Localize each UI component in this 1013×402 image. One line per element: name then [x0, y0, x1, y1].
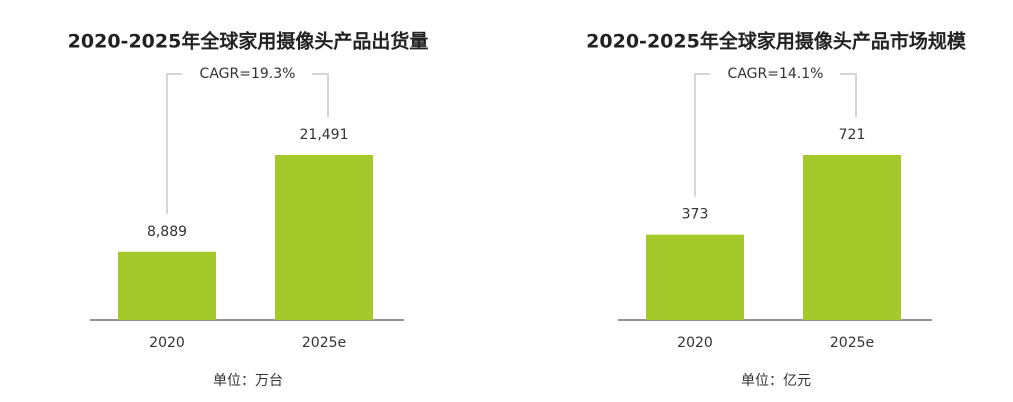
unit-note: 单位：亿元 [741, 373, 811, 389]
bar [646, 234, 744, 320]
x-tick-label: 2025e [830, 335, 874, 351]
unit-note: 单位：万台 [213, 373, 283, 389]
bar [803, 155, 901, 320]
cagr-bracket [840, 73, 857, 117]
value-label: 21,491 [300, 127, 349, 143]
cagr-bracket [312, 73, 329, 117]
x-tick-label: 2025e [302, 335, 346, 351]
value-label: 8,889 [147, 224, 187, 240]
cagr-annotation: CAGR=19.3% [200, 66, 296, 82]
bar [118, 251, 216, 320]
cagr-annotation: CAGR=14.1% [728, 66, 824, 82]
chart-title: 2020-2025年全球家用摄像头产品出货量 [68, 30, 429, 53]
x-tick-label: 2020 [677, 335, 713, 351]
value-label: 721 [839, 127, 866, 143]
chart-title: 2020-2025年全球家用摄像头产品市场规模 [586, 30, 967, 53]
cagr-bracket [166, 73, 182, 214]
bar [275, 155, 373, 320]
cagr-bracket [694, 73, 710, 197]
value-label: 373 [682, 207, 709, 223]
x-tick-label: 2020 [149, 335, 185, 351]
